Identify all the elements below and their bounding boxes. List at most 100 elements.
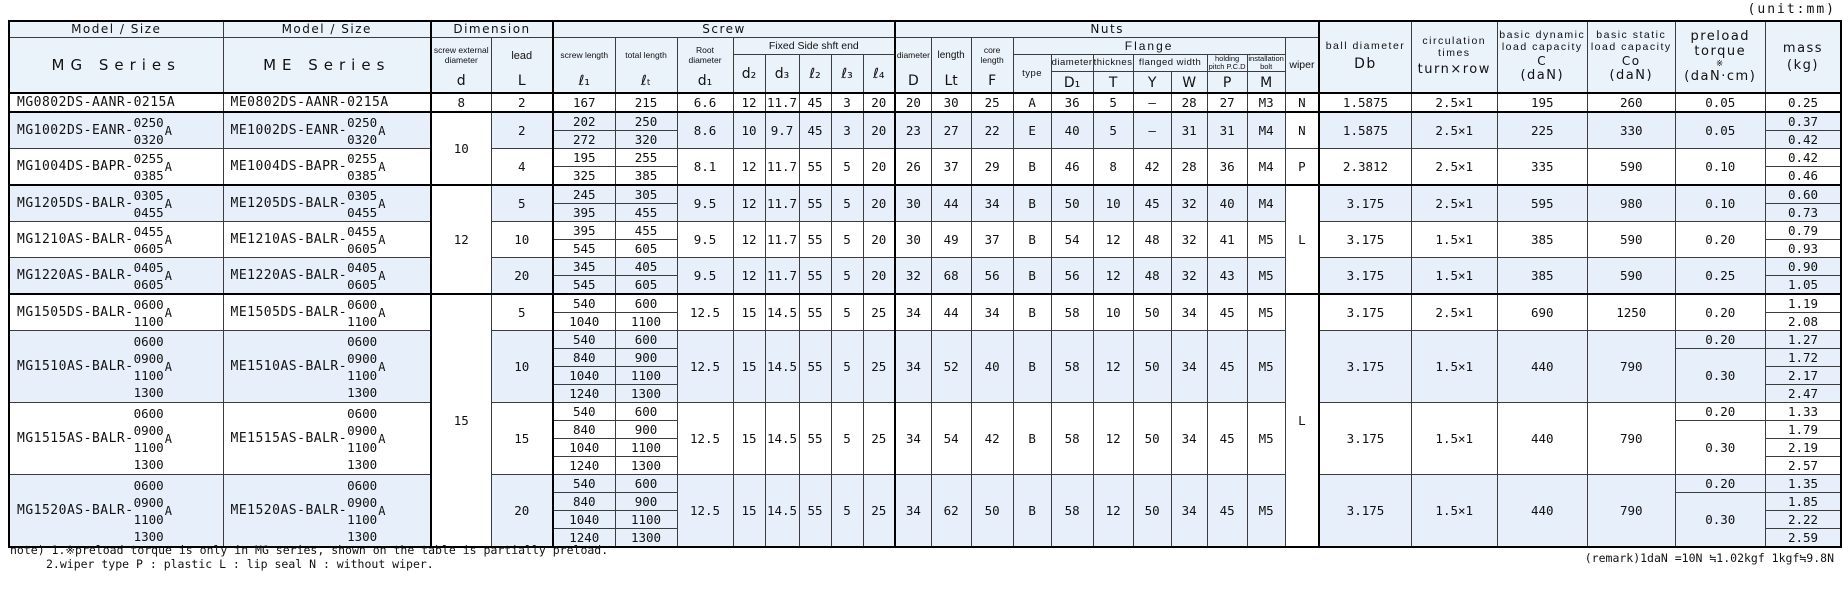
l3-cell: 5	[830, 184, 864, 222]
static-load-cell: 590	[1586, 148, 1676, 186]
me-model-cell: ME1505DS-BALR- 0600 1100 A	[222, 293, 432, 331]
screw-length-cell: 395	[552, 203, 616, 222]
l3-cell: 3	[830, 111, 864, 149]
circulation-cell: 2.5×1	[1410, 293, 1498, 331]
d3-cell: 11.7	[764, 221, 800, 258]
bolt-cell: M4	[1246, 111, 1286, 149]
note-line-2: 2.wiper type P : plastic L : lip seal N …	[46, 557, 434, 571]
me-model-cell: ME1210AS-BALR- 0455 0605 A	[222, 221, 432, 258]
preload-torque-cell: 0.20	[1674, 330, 1766, 349]
me-model-cell: ME1510AS-BALR- 0600 0900 1100 1300 A	[222, 330, 432, 403]
screw-external-diameter-cell: 10	[430, 111, 492, 186]
d3-cell: 11.7	[764, 257, 800, 295]
static-load-label: basic static load capacity	[1590, 29, 1672, 53]
screw-length-cell: 840	[552, 420, 616, 439]
wiper-cell: N	[1284, 92, 1321, 113]
total-length-cell: 605	[614, 239, 678, 258]
circulation-cell: 2.5×1	[1410, 148, 1498, 186]
lead-cell: 10	[490, 330, 555, 403]
total-length-cell: 600	[614, 330, 678, 349]
wiper-cell: L	[1284, 184, 1321, 295]
wiper-cell: N	[1284, 111, 1321, 149]
flanged-width-label: flanged width	[1132, 53, 1208, 72]
flange-type-cell: B	[1012, 221, 1052, 258]
screw-length-cell: 167	[552, 92, 616, 113]
core-length-cell: 37	[970, 221, 1014, 258]
pcd-cell: 31	[1206, 111, 1248, 149]
flange-type-cell: B	[1012, 293, 1052, 331]
screw-length-cell: 195	[552, 148, 616, 167]
flange-width-w-cell: 31	[1170, 111, 1208, 149]
root-diameter-cell: 12.5	[676, 293, 734, 331]
l3-header: ℓ₃	[830, 53, 864, 94]
pcd-cell: 45	[1206, 293, 1248, 331]
flange-type-cell: B	[1012, 402, 1052, 475]
flange-diameter-cell: 46	[1050, 148, 1094, 186]
nut-length-cell: 68	[930, 257, 972, 295]
preload-torque-cell: 0.30	[1674, 420, 1766, 475]
bolt-cell: M5	[1246, 402, 1286, 475]
screw-length-cell: 1040	[552, 438, 616, 457]
flange-type-cell: B	[1012, 330, 1052, 403]
static-load-header: basic static load capacity Co (daN)	[1586, 20, 1676, 94]
ball-diameter-cell: 3.175	[1318, 221, 1412, 258]
core-length-cell: 50	[970, 474, 1014, 548]
mass-cell: 2.57	[1764, 456, 1842, 475]
flange-width-w-cell: 34	[1170, 474, 1208, 548]
preload-torque-cell: 0.10	[1674, 148, 1766, 186]
unit-label: (unit:mm)	[1747, 2, 1836, 17]
total-length-cell: 1100	[614, 366, 678, 385]
holding-pitch-label: holding pitch P.C.D	[1206, 53, 1248, 72]
l4-cell: 25	[862, 474, 897, 548]
dynamic-load-cell: 440	[1496, 330, 1588, 403]
static-load-symbol: Co	[1621, 53, 1641, 68]
static-load-cell: 790	[1586, 474, 1676, 548]
flange-width-w-cell: 32	[1170, 221, 1208, 258]
l2-cell: 55	[798, 184, 832, 222]
mass-cell: 0.37	[1764, 111, 1842, 131]
mass-cell: 0.42	[1764, 148, 1842, 167]
flange-width-y-cell: 48	[1132, 257, 1172, 295]
screw-length-cell: 840	[552, 492, 616, 511]
lead-cell: 20	[490, 257, 555, 295]
l2-header: ℓ₂	[798, 53, 832, 94]
screw-length-cell: 540	[552, 330, 616, 349]
flange-width-w-cell: 34	[1170, 330, 1208, 403]
lead-cell: 5	[490, 293, 555, 331]
d2-cell: 15	[732, 330, 766, 403]
dynamic-load-cell: 595	[1496, 184, 1588, 222]
preload-torque-label: preload torque	[1690, 29, 1751, 60]
nut-length-cell: 52	[930, 330, 972, 403]
mg-model-cell: MG1520AS-BALR- 0600 0900 1100 1300 A	[8, 474, 224, 548]
d2-cell: 15	[732, 402, 766, 475]
flange-width-w-cell: 34	[1170, 293, 1208, 331]
mg-model-cell: MG1205DS-BALR- 0305 0455 A	[8, 184, 224, 222]
nut-length-cell: 27	[930, 111, 972, 149]
mass-cell: 0.60	[1764, 184, 1842, 204]
l2-cell: 55	[798, 330, 832, 403]
total-length-cell: 455	[614, 203, 678, 222]
core-length-cell: 42	[970, 402, 1014, 475]
total-length-cell: 255	[614, 148, 678, 167]
screw-length-cell: 540	[552, 474, 616, 493]
screw-external-diameter-cell: 12	[430, 184, 492, 295]
flange-thickness-cell: 5	[1092, 111, 1134, 149]
l3-cell: 5	[830, 221, 864, 258]
nuts-group-header: Nuts	[894, 20, 1321, 38]
flange-thickness-cell: 5	[1092, 92, 1134, 113]
nut-length-header: length Lt	[930, 36, 972, 94]
d3-cell: 14.5	[764, 330, 800, 403]
flange-type-cell: B	[1012, 184, 1052, 222]
me-model-cell: ME1002DS-EANR- 0250 0320 A	[222, 111, 432, 149]
total-length-cell: 1300	[614, 528, 678, 548]
model-size-header-mg: Model / Size	[8, 20, 224, 38]
nut-diameter-cell: 34	[894, 402, 932, 475]
dynamic-load-cell: 440	[1496, 474, 1588, 548]
flange-header: Flange	[1012, 36, 1286, 55]
me-series-header: ME Series	[222, 36, 432, 94]
circulation-symbol: turn×row	[1417, 61, 1491, 77]
mass-cell: 1.19	[1764, 293, 1842, 313]
root-diameter-cell: 12.5	[676, 402, 734, 475]
nut-diameter-cell: 30	[894, 184, 932, 222]
mass-cell: 1.05	[1764, 275, 1842, 295]
